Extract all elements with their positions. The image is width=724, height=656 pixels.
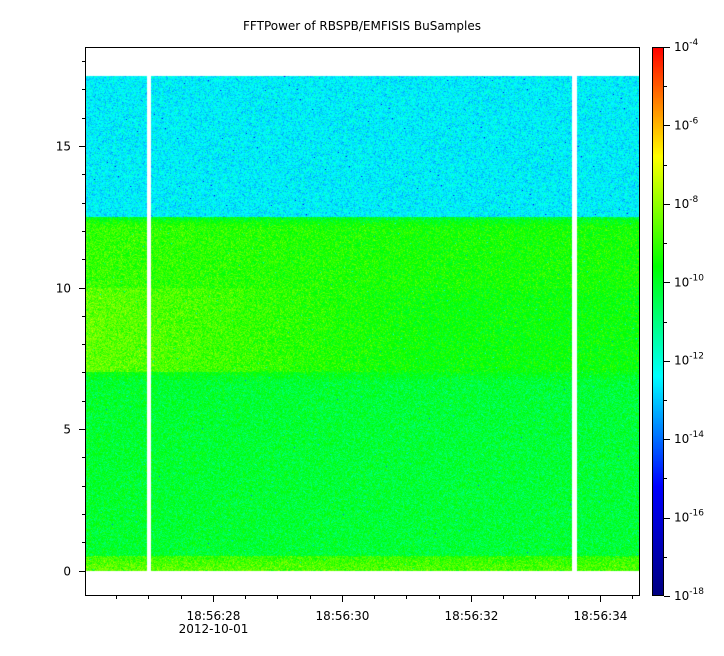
y-tick-label: 5 (63, 423, 71, 437)
y-tick-label: 15 (56, 140, 71, 154)
plot-frame (85, 47, 640, 596)
colorbar: 10-18 10-16 10-14 10-12 10-10 10-8 10-6 10-4 (652, 38, 704, 603)
chart-title: FFTPower of RBSPB/EMFISIS BuSamples (243, 19, 481, 33)
x-tick-label: 18:56:30 (316, 609, 370, 623)
y-axis: 0 5 10 15 (56, 61, 85, 579)
y-tick-label: 10 (56, 282, 71, 296)
colorbar-tick-label: 10-18 (674, 587, 704, 603)
colorbar-tick-label: 10-14 (674, 430, 704, 446)
colorbar-tick-label: 10-12 (674, 352, 704, 368)
spectrogram-image (85, 47, 640, 596)
x-tick-sublabel: 2012-10-01 (179, 622, 249, 636)
colorbar-tick-label: 10-6 (674, 116, 699, 132)
x-tick-label: 18:56:32 (445, 609, 499, 623)
y-tick-label: 0 (63, 565, 71, 579)
x-tick-label: 18:56:28 (187, 609, 241, 623)
colorbar-tick-label: 10-4 (674, 38, 699, 54)
x-tick-label: 18:56:34 (574, 609, 628, 623)
colorbar-frame (652, 47, 664, 596)
plot-area (85, 47, 640, 596)
colorbar-gradient (652, 47, 664, 596)
colorbar-tick-label: 10-10 (674, 273, 704, 289)
colorbar-tick-label: 10-16 (674, 509, 704, 525)
colorbar-tick-label: 10-8 (674, 195, 699, 211)
